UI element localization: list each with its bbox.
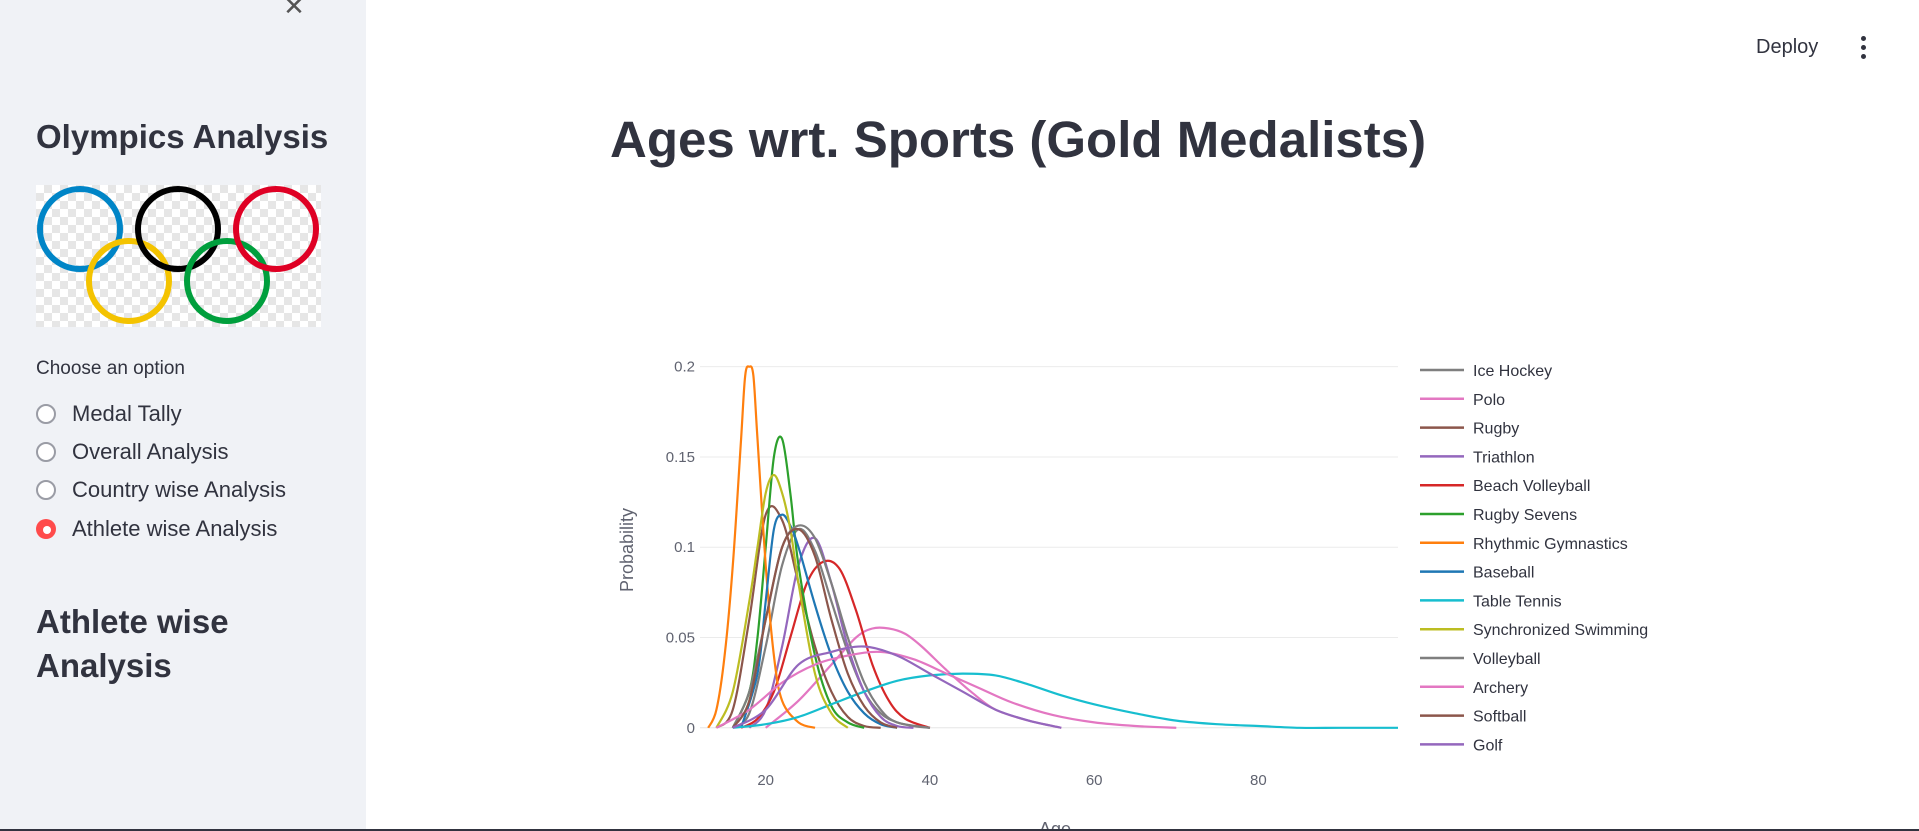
series-line-rhythmic-gymnastics	[707, 365, 816, 729]
main-menu-button[interactable]	[1853, 36, 1873, 64]
y-tick-label: 0.05	[666, 630, 695, 647]
series-line-rugby-sevens	[731, 435, 865, 729]
series-line-synchronized-swimming	[715, 473, 849, 729]
x-tick-label: 80	[1250, 772, 1267, 789]
olympic-rings-logo	[36, 185, 321, 327]
radio-option-label: Athlete wise Analysis	[72, 516, 278, 541]
series-line-softball	[731, 527, 898, 729]
deploy-button[interactable]: Deploy	[1756, 36, 1819, 58]
y-tick-label: 0.1	[674, 539, 695, 556]
legend-item-ice-hockey: Ice Hockey	[1473, 363, 1552, 380]
radio-option-athlete-wise-analysis[interactable]: Athlete wise Analysis	[36, 514, 277, 544]
radio-button[interactable]	[36, 404, 56, 424]
radio-button[interactable]	[36, 480, 56, 500]
legend-item-rhythmic-gymnastics: Rhythmic Gymnastics	[1473, 536, 1628, 553]
x-axis-title: Age	[1039, 819, 1071, 831]
legend-item-softball: Softball	[1473, 709, 1526, 726]
series-line-archery	[715, 650, 1177, 729]
legend-item-synchronized-swimming: Synchronized Swimming	[1473, 622, 1648, 639]
legend-item-golf: Golf	[1473, 737, 1503, 754]
x-tick-label: 40	[922, 772, 939, 789]
y-tick-label: 0.15	[666, 449, 695, 466]
yellow-ring	[86, 238, 172, 324]
blue-ring	[37, 186, 123, 272]
radio-group-label: Choose an option	[36, 358, 185, 379]
y-tick-label: 0.2	[674, 359, 695, 376]
legend-item-table-tennis: Table Tennis	[1473, 593, 1562, 610]
x-tick-label: 60	[1086, 772, 1103, 789]
close-sidebar-button[interactable]: ✕	[280, 0, 308, 20]
legend-item-baseball: Baseball	[1473, 565, 1534, 582]
radio-option-country-wise-analysis[interactable]: Country wise Analysis	[36, 475, 286, 505]
age-distribution-chart: 0 0.05 0.1 0.15 0.2 20 40 60 80 Age Probability Ice…	[600, 340, 1680, 831]
series-line-golf	[732, 645, 1062, 729]
green-ring	[184, 238, 270, 324]
y-tick-label: 0	[687, 720, 695, 737]
red-ring	[233, 186, 319, 272]
series-line-baseball	[740, 513, 898, 729]
legend-item-rugby-sevens: Rugby Sevens	[1473, 507, 1577, 524]
radio-option-medal-tally[interactable]: Medal Tally	[36, 399, 182, 429]
legend-item-archery: Archery	[1473, 680, 1528, 697]
black-ring	[135, 186, 221, 272]
page-title: Ages wrt. Sports (Gold Medalists)	[610, 111, 1427, 168]
sidebar-section-heading: Athlete wise Analysis	[36, 603, 229, 684]
series-line-table-tennis	[732, 672, 1398, 730]
series-line-beach-volleyball	[740, 559, 931, 729]
radio-option-label: Country wise Analysis	[72, 477, 286, 502]
y-axis-title: Probability	[617, 508, 637, 592]
x-tick-label: 20	[757, 772, 774, 789]
close-icon: ✕	[283, 0, 305, 21]
legend-item-volleyball: Volleyball	[1473, 651, 1541, 668]
chart-svg: 0 0.05 0.1 0.15 0.2 20 40 60 80 Age Probability Ice…	[617, 359, 1648, 831]
legend-item-rugby: Rugby	[1473, 421, 1519, 438]
legend-item-beach-volleyball: Beach Volleyball	[1473, 478, 1590, 495]
legend-item-polo: Polo	[1473, 392, 1505, 409]
legend-item-triathlon: Triathlon	[1473, 449, 1535, 466]
vertical-ellipsis-icon	[1853, 36, 1873, 59]
radio-option-label: Overall Analysis	[72, 439, 229, 464]
radio-button-selected[interactable]	[36, 519, 56, 539]
bottom-border	[0, 829, 1919, 831]
radio-option-label: Medal Tally	[72, 401, 182, 426]
app-title: Olympics Analysis	[36, 118, 329, 155]
sidebar: ✕ Olympics Analysis Choose an option Med…	[0, 0, 366, 831]
radio-option-overall-analysis[interactable]: Overall Analysis	[36, 437, 229, 467]
radio-button[interactable]	[36, 442, 56, 462]
